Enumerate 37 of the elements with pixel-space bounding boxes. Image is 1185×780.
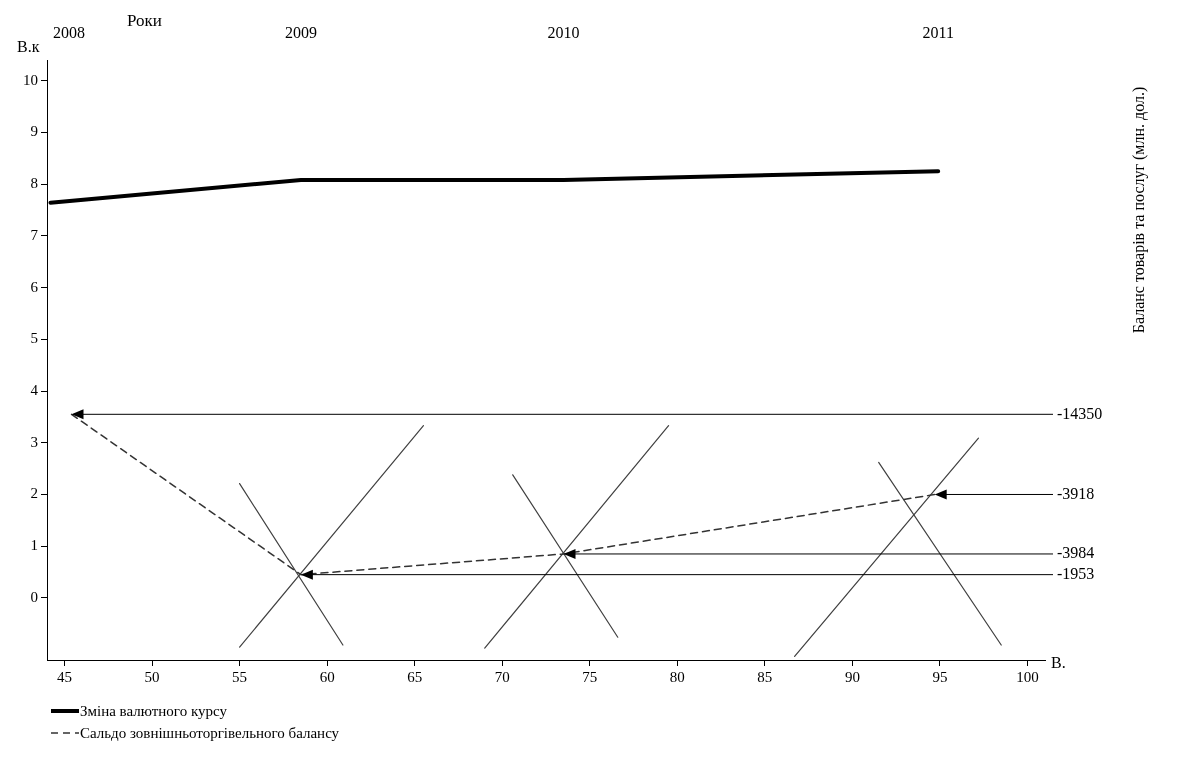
x-tick-label: 85 xyxy=(757,668,773,685)
text: 2010 xyxy=(547,24,580,42)
y-tick-label: 8 xyxy=(30,175,38,192)
annotation: -3984 xyxy=(1057,544,1095,562)
x-tick-label: 45 xyxy=(57,668,73,685)
x-tick-label: 50 xyxy=(144,668,160,685)
x-tick-label: 90 xyxy=(844,668,860,685)
y-tick-label: 3 xyxy=(30,433,38,450)
x-tick-label: 65 xyxy=(407,668,423,685)
x-axis-title: В. xyxy=(1051,654,1066,672)
x-tick-label: 70 xyxy=(494,668,510,685)
y-tick-label: 0 xyxy=(30,588,38,605)
y-tick-label: 2 xyxy=(30,485,38,502)
legend-label: Сальдо зовнішньоторгівельного балансу xyxy=(80,724,340,742)
x-tick-label: 75 xyxy=(582,668,598,685)
x-tick-label: 95 xyxy=(932,668,948,685)
text: Баланс товарів та послуг (млн. дол.) xyxy=(1130,86,1149,334)
x-tick-label: 100 xyxy=(1016,668,1039,685)
y-tick-label: 5 xyxy=(30,330,38,347)
annotation: -14350 xyxy=(1057,404,1103,422)
annotation: -3918 xyxy=(1057,484,1095,502)
text: Роки xyxy=(127,10,162,30)
y-tick-label: 7 xyxy=(30,226,39,243)
legend-label: Зміна валютного курсу xyxy=(80,702,227,720)
x-tick-label: 55 xyxy=(232,668,248,685)
x-tick-label: 60 xyxy=(319,668,335,685)
y-tick-label: 4 xyxy=(30,381,39,398)
annotation: -1953 xyxy=(1057,564,1095,582)
y-tick-label: 9 xyxy=(30,123,38,140)
y-axis-title: В.к xyxy=(17,38,40,56)
y-tick-label: 10 xyxy=(23,71,38,88)
x-tick-label: 80 xyxy=(669,668,685,685)
y-tick-label: 6 xyxy=(30,278,39,295)
text: 2008 xyxy=(53,24,85,42)
y-tick-label: 1 xyxy=(30,537,38,554)
text: 2009 xyxy=(284,24,317,42)
text: 2011 xyxy=(922,24,954,42)
